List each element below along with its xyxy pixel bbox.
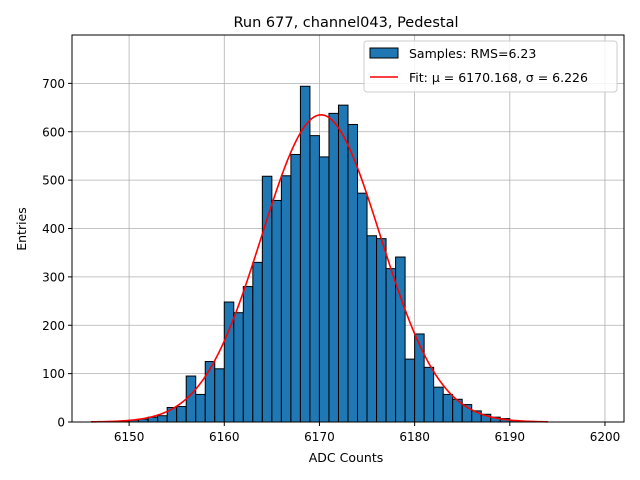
chart-title: Run 677, channel043, Pedestal xyxy=(233,15,458,31)
histogram-bar xyxy=(242,286,254,423)
fit-curve-layer xyxy=(91,114,548,423)
histogram-bar xyxy=(271,199,282,423)
y-tick-label: 300 xyxy=(42,270,65,284)
histogram-bar xyxy=(328,112,339,423)
fit-curve xyxy=(91,114,548,423)
y-tick-label: 100 xyxy=(42,367,65,381)
histogram-bar xyxy=(185,375,197,423)
histogram-bar xyxy=(357,192,368,423)
histogram-bar xyxy=(414,333,425,423)
x-tick-label: 6180 xyxy=(399,430,430,444)
y-tick-label: 500 xyxy=(42,174,65,188)
y-axis-label: Entries xyxy=(14,207,29,251)
legend-box xyxy=(363,40,618,93)
histogram-bar xyxy=(366,235,378,423)
histogram-bar xyxy=(376,238,387,423)
x-axis-ticks: 6150 6160 6170 6180 6190 6200 xyxy=(114,422,620,444)
histogram-bar xyxy=(395,256,406,423)
histogram-bar xyxy=(157,415,168,423)
legend-bar-swatch xyxy=(369,47,399,59)
x-axis-label: ADC Counts xyxy=(309,450,384,465)
histogram-bar xyxy=(204,361,216,423)
histogram-bar xyxy=(433,386,444,423)
histogram-bar xyxy=(290,153,301,423)
x-tick-label: 6150 xyxy=(114,430,145,444)
histogram-bar xyxy=(318,156,330,423)
y-tick-label: 0 xyxy=(57,416,65,430)
x-tick-label: 6190 xyxy=(495,430,526,444)
legend: Samples: RMS=6.23 Fit: μ = 6170.168, σ =… xyxy=(363,40,618,93)
histogram-bar xyxy=(347,123,359,423)
x-tick-label: 6160 xyxy=(209,430,240,444)
y-tick-label: 700 xyxy=(42,77,65,91)
histogram-bar xyxy=(252,261,263,423)
x-tick-label: 6170 xyxy=(304,430,335,444)
histogram-bar xyxy=(233,312,244,423)
histogram-bar xyxy=(261,175,273,423)
histogram-bar xyxy=(423,366,435,423)
y-axis-ticks: 0 100 200 300 400 500 600 700 xyxy=(42,77,72,430)
histogram-bar xyxy=(195,393,206,423)
histogram-bar xyxy=(442,393,454,423)
histogram-bar xyxy=(309,135,320,423)
histogram-bar xyxy=(299,85,311,423)
legend-fit-label: Fit: μ = 6170.168, σ = 6.226 xyxy=(409,70,588,85)
histogram-bar xyxy=(404,358,416,423)
histogram-bar xyxy=(214,368,225,423)
histogram-bar xyxy=(176,406,187,423)
y-tick-label: 200 xyxy=(42,319,65,333)
histogram-bar xyxy=(337,104,349,423)
histogram-bar xyxy=(385,268,397,423)
x-tick-label: 6200 xyxy=(590,430,621,444)
histogram-bar xyxy=(280,175,292,423)
y-tick-label: 400 xyxy=(42,222,65,236)
y-tick-label: 600 xyxy=(42,125,65,139)
legend-samples-label: Samples: RMS=6.23 xyxy=(409,46,536,61)
